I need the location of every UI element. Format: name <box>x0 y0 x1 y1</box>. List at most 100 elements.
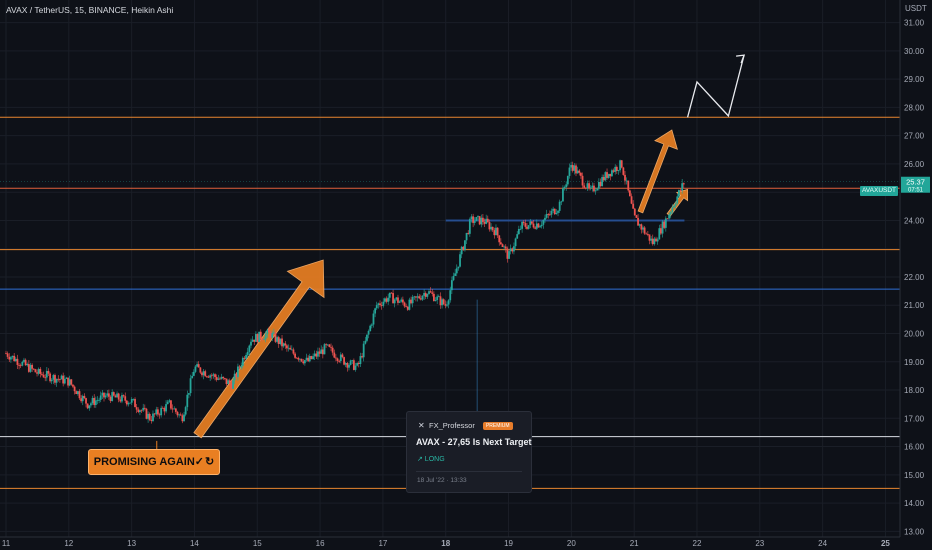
candle-body <box>504 246 507 249</box>
candle-body <box>375 305 378 309</box>
candle-body <box>405 306 408 308</box>
idea-title[interactable]: AVAX - 27,65 Is Next Target <box>416 437 532 447</box>
drawing-annotations <box>156 54 746 458</box>
candle-body <box>251 339 254 342</box>
candle-body <box>583 185 586 188</box>
candle-body <box>570 164 573 168</box>
candle-body <box>638 224 641 226</box>
candle-body <box>165 404 167 412</box>
candle-body <box>513 246 515 252</box>
candle-body <box>45 370 48 378</box>
candle-body <box>447 300 450 305</box>
candle-body <box>640 224 643 230</box>
candle-body <box>90 403 92 406</box>
candle-body <box>529 221 532 226</box>
candle-body <box>219 378 221 380</box>
candle-body <box>439 296 442 306</box>
candle-body <box>147 413 149 419</box>
candle-body <box>297 357 300 360</box>
price-tick-label: 26.00 <box>904 160 925 169</box>
candle-body <box>230 383 233 389</box>
candle-body <box>539 226 541 228</box>
candle-body <box>259 331 262 339</box>
time-tick-label: 15 <box>253 539 262 548</box>
candle-body <box>586 183 589 189</box>
candle-body <box>581 175 584 186</box>
candle-body <box>65 377 68 379</box>
candle-body <box>625 180 628 182</box>
price-tick-label: 31.00 <box>904 19 925 28</box>
candle-body <box>261 338 264 340</box>
candle-body <box>41 373 43 375</box>
candle-body <box>132 398 135 400</box>
candle-body <box>488 222 491 230</box>
candle-body <box>235 373 238 378</box>
candle-body <box>145 408 148 419</box>
candle-body <box>54 375 56 383</box>
candle-body <box>406 306 409 310</box>
candle-body <box>217 378 220 380</box>
candle-body <box>166 401 169 405</box>
idea-author[interactable]: ✕ FX_Professor PREMIUM <box>417 421 513 430</box>
candle-body <box>57 378 60 380</box>
price-tick-label: 22.00 <box>904 273 925 282</box>
candle-body <box>36 372 38 374</box>
candle-body <box>130 399 133 403</box>
candle-body <box>664 218 667 228</box>
candle-body <box>514 238 517 247</box>
candle-body <box>655 238 657 242</box>
projection-path <box>686 54 745 118</box>
candle-body <box>139 410 141 412</box>
candle-body <box>568 167 571 176</box>
candle-body <box>681 183 684 191</box>
candle-body <box>284 343 287 346</box>
candle-body <box>279 338 282 345</box>
candle-body <box>472 216 475 223</box>
candle-body <box>104 395 107 398</box>
idea-card[interactable]: ✕ FX_Professor PREMIUM AVAX - 27,65 Is N… <box>406 411 532 493</box>
candle-body <box>524 223 527 227</box>
candle-body <box>150 419 153 422</box>
candle-body <box>125 400 128 405</box>
candle-body <box>142 407 145 411</box>
candle-body <box>354 365 357 370</box>
candle-body <box>411 296 414 304</box>
price-tick-label: 16.00 <box>904 443 925 452</box>
candle-body <box>181 415 184 422</box>
candle-body <box>116 393 118 398</box>
candle-body <box>571 164 574 171</box>
candle-body <box>96 400 99 401</box>
candle-body <box>156 409 159 415</box>
candle-body <box>602 177 605 181</box>
candle-body <box>388 292 391 298</box>
candle-body <box>117 393 120 400</box>
candle-body <box>232 380 234 389</box>
candle-body <box>228 380 231 384</box>
candle-body <box>661 221 664 234</box>
candle-body <box>320 349 323 354</box>
candle-body <box>328 344 331 347</box>
candle-body <box>323 344 326 355</box>
candle-body <box>196 364 198 367</box>
candle-body <box>594 190 597 192</box>
candle-body <box>627 180 630 191</box>
price-tick-label: 29.00 <box>904 75 925 84</box>
price-tick-label: 27.00 <box>904 132 925 141</box>
candle-body <box>331 347 334 353</box>
candle-body <box>160 407 163 416</box>
time-tick-label: 20 <box>567 539 576 548</box>
author-name[interactable]: FX_Professor <box>429 421 475 430</box>
candle-body <box>24 359 27 366</box>
candle-body <box>317 351 319 357</box>
candle-body <box>384 298 386 302</box>
candle-body <box>380 305 383 306</box>
candle-body <box>372 313 375 325</box>
price-tick-label: 21.00 <box>904 301 925 310</box>
candle-body <box>78 391 81 399</box>
candle-body <box>343 357 345 365</box>
candle-body <box>537 223 540 228</box>
candle-body <box>604 172 607 181</box>
candle-body <box>310 356 313 360</box>
candle-body <box>245 354 247 359</box>
